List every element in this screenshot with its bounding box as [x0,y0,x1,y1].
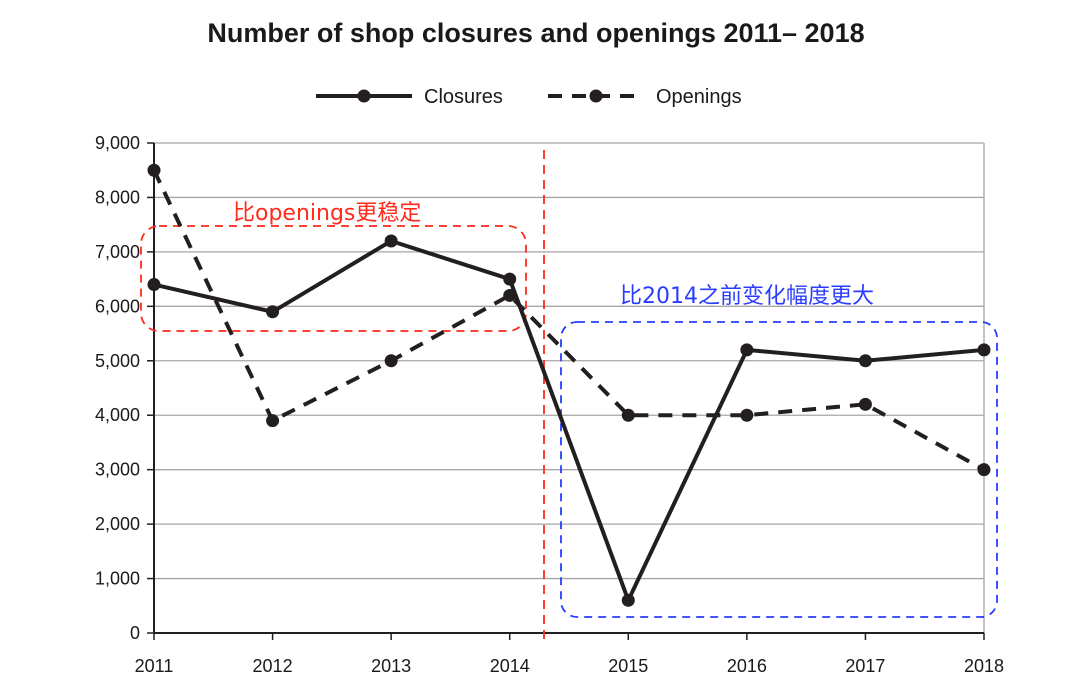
chart-title: Number of shop closures and openings 201… [207,18,864,48]
data-point-openings-2012 [266,414,280,428]
annotations: 比openings更稳定 比2014之前变化幅度更大 [140,150,998,641]
data-point-closures-2018 [977,343,991,357]
data-point-openings-2011 [147,163,161,177]
data-point-closures-2017 [858,354,872,368]
gridlines [154,142,985,633]
data-point-openings-2018 [977,463,991,477]
y-tick-label: 5,000 [95,351,140,371]
y-tick-label: 4,000 [95,405,140,425]
x-tick-label: 2012 [253,656,293,676]
annotation-blue-box [560,321,998,618]
series-line-closures [153,239,985,603]
data-point-closures-2012 [266,305,280,319]
x-tick-label: 2017 [845,656,885,676]
y-tick-label: 2,000 [95,514,140,534]
x-tick-labels: 2011 2012 2013 2014 2015 2016 2017 2018 [135,656,1004,676]
x-tick-label: 2018 [964,656,1004,676]
annotation-red-label: 比openings更稳定 [233,201,421,226]
data-point-closures-2015 [621,593,635,607]
y-tick-label: 7,000 [95,242,140,262]
legend-openings-label: Openings [656,86,742,108]
x-tick-label: 2011 [135,656,174,676]
data-point-closures-2013 [384,234,398,248]
data-point-closures-2014 [503,272,517,286]
series-line-openings [152,169,985,472]
data-point-openings-2016 [740,408,754,422]
y-tick-label: 6,000 [95,296,140,316]
x-tick-label: 2015 [608,656,648,676]
data-point-openings-2014 [503,288,517,302]
legend: Closures Openings [316,86,742,108]
data-point-closures-2016 [740,343,754,357]
legend-closures-label: Closures [424,86,503,108]
data-point-openings-2015 [621,408,635,422]
y-tick-labels: 0 1,000 2,000 3,000 4,000 5,000 6,000 7,000 8,00… [95,133,140,643]
x-tick-label: 2016 [727,656,767,676]
data-point-closures-2011 [147,278,161,292]
y-tick-label: 1,000 [95,569,140,589]
y-tick-label: 3,000 [95,460,140,480]
x-tick-label: 2014 [490,656,530,676]
y-tick-label: 0 [130,623,140,643]
annotation-red-box [140,225,527,332]
x-tick-label: 2013 [371,656,411,676]
annotation-blue-label: 比2014之前变化幅度更大 [620,284,874,309]
legend-closures-marker [357,89,371,103]
axes [147,142,985,640]
data-point-openings-2013 [384,354,398,368]
data-point-openings-2017 [858,397,872,411]
series [147,163,991,607]
y-tick-label: 9,000 [95,133,140,153]
legend-openings-marker [589,89,603,103]
y-tick-label: 8,000 [95,187,140,207]
